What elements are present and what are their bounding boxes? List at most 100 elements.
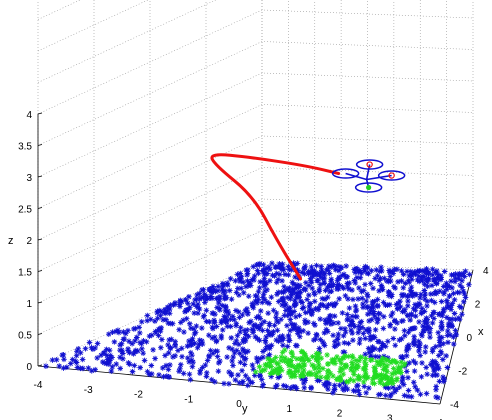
ground-point bbox=[375, 316, 382, 322]
ground-point bbox=[237, 270, 244, 277]
ground-point bbox=[405, 312, 411, 319]
ground-point bbox=[289, 286, 296, 293]
ground-point bbox=[356, 340, 363, 347]
target-point bbox=[339, 366, 346, 373]
ground-point bbox=[241, 347, 247, 354]
ground-point bbox=[416, 319, 422, 325]
ground-point bbox=[447, 332, 454, 338]
ground-point bbox=[208, 293, 214, 300]
ground-point bbox=[445, 339, 451, 346]
ground-point bbox=[281, 298, 287, 305]
target-point bbox=[367, 357, 374, 363]
ground-point bbox=[245, 376, 252, 382]
target-point bbox=[372, 365, 379, 372]
ground-point bbox=[328, 288, 335, 295]
x-tick-label: -2 bbox=[458, 367, 467, 378]
ground-point bbox=[117, 354, 123, 361]
z-tick-mark bbox=[37, 175, 43, 178]
ground-point bbox=[353, 266, 359, 272]
ground-point bbox=[255, 324, 262, 330]
ground-point bbox=[355, 296, 361, 302]
ground-point bbox=[389, 268, 396, 275]
ground-point bbox=[164, 304, 171, 310]
target-point bbox=[292, 365, 299, 372]
ground-point bbox=[244, 278, 251, 284]
ground-point bbox=[302, 263, 309, 269]
ground-point bbox=[459, 277, 465, 284]
ground-point bbox=[209, 289, 215, 296]
ground-point bbox=[228, 335, 235, 341]
ground-point bbox=[273, 337, 280, 343]
target-point bbox=[363, 372, 369, 379]
ground-point bbox=[347, 322, 353, 329]
ground-point bbox=[365, 270, 372, 277]
grid-line bbox=[37, 0, 217, 83]
ground-point bbox=[230, 313, 236, 320]
target-point bbox=[278, 357, 284, 364]
ground-point bbox=[245, 333, 252, 340]
ground-point bbox=[361, 265, 368, 272]
ground-point bbox=[262, 339, 269, 345]
ground-point bbox=[336, 275, 342, 282]
z-tick-label: 2 bbox=[26, 236, 32, 247]
ground-point bbox=[125, 327, 131, 334]
ground-point bbox=[224, 354, 230, 360]
ground-point bbox=[444, 304, 450, 311]
ground-point bbox=[226, 380, 232, 387]
ground-point bbox=[422, 344, 429, 350]
ground-point bbox=[257, 279, 264, 285]
ground-point bbox=[212, 288, 219, 295]
ground-point bbox=[456, 303, 463, 310]
z-tick-mark bbox=[37, 144, 43, 146]
ground-point bbox=[325, 386, 331, 392]
ground-point bbox=[322, 296, 328, 302]
ground-point bbox=[376, 288, 382, 294]
ground-point bbox=[348, 327, 354, 333]
target-point bbox=[337, 374, 344, 380]
ground-point bbox=[88, 344, 95, 351]
ground-point bbox=[156, 307, 163, 314]
ground-point bbox=[321, 330, 328, 336]
ground-point bbox=[268, 294, 275, 300]
ground-point bbox=[323, 326, 330, 333]
ground-point bbox=[94, 340, 101, 347]
target-point bbox=[353, 357, 359, 364]
ground-point bbox=[149, 371, 155, 377]
ground-point bbox=[119, 349, 126, 355]
ground-point bbox=[410, 379, 417, 386]
ground-point bbox=[327, 312, 334, 319]
ground-point bbox=[459, 311, 465, 318]
ground-point bbox=[351, 323, 358, 330]
ground-point bbox=[428, 312, 435, 319]
ground-point bbox=[366, 349, 372, 356]
target-point bbox=[389, 357, 396, 364]
ground-point bbox=[457, 282, 463, 289]
target-point bbox=[313, 350, 320, 357]
ground-point bbox=[435, 329, 441, 336]
ground-point bbox=[450, 290, 457, 297]
ground-point bbox=[454, 289, 461, 296]
ground-point bbox=[407, 287, 414, 294]
ground-point bbox=[77, 365, 84, 372]
ground-point bbox=[243, 267, 250, 273]
ground-point bbox=[215, 300, 222, 306]
target-point bbox=[286, 362, 292, 369]
ground-point bbox=[270, 328, 277, 335]
target-point bbox=[334, 354, 340, 360]
ground-point bbox=[274, 291, 280, 298]
target-point bbox=[370, 376, 376, 382]
ground-point bbox=[462, 294, 469, 301]
ground-point bbox=[285, 263, 292, 270]
ground-point bbox=[432, 288, 439, 295]
ground-point bbox=[103, 346, 110, 353]
ground-point bbox=[316, 271, 323, 278]
ground-point bbox=[245, 311, 251, 317]
ground-point bbox=[439, 326, 445, 332]
target-point bbox=[379, 355, 386, 361]
ground-point bbox=[433, 361, 440, 367]
ground-point bbox=[398, 318, 405, 325]
target-point bbox=[345, 353, 352, 360]
ground-point bbox=[158, 308, 164, 314]
ground-point bbox=[219, 302, 226, 309]
ground-point bbox=[148, 362, 155, 369]
